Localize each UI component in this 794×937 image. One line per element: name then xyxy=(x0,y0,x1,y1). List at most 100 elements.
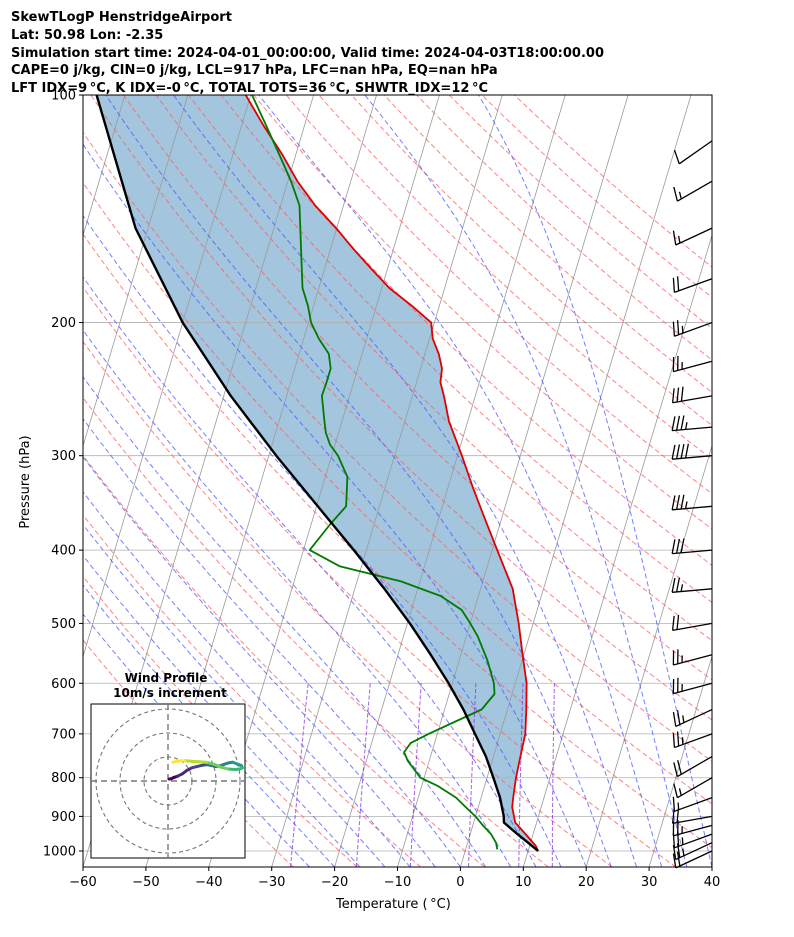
y-tick-label: 400 xyxy=(51,544,76,559)
dewpoint-profile-line xyxy=(251,95,498,850)
cape-shaded-area xyxy=(96,95,539,851)
moist-adiabat-line xyxy=(83,584,335,867)
title-station: SkewTLogP HenstridgeAirport xyxy=(11,10,232,25)
mixing-ratio-line xyxy=(290,683,309,867)
hodograph-subtitle: 10m/s increment xyxy=(113,686,227,700)
y-tick-label: 300 xyxy=(51,449,76,464)
wind-barb xyxy=(671,494,713,511)
y-axis-label: Pressure (hPa) xyxy=(18,435,33,528)
moist-adiabat-line xyxy=(83,491,411,867)
temperature-profile-line xyxy=(244,95,539,852)
wind-barb xyxy=(671,443,713,460)
isotherm-line xyxy=(334,95,566,867)
y-tick-label: 800 xyxy=(51,771,76,786)
wind-barb xyxy=(673,180,713,202)
x-tick-label: −20 xyxy=(321,875,348,890)
isotherm-line xyxy=(397,95,629,867)
isotherm-line xyxy=(585,444,712,867)
hodograph-title: Wind Profile xyxy=(125,671,208,685)
hodograph-trace-segment xyxy=(171,759,180,764)
wind-barb xyxy=(673,755,713,778)
wind-barb xyxy=(671,386,713,404)
isotherm-line xyxy=(83,95,252,658)
y-tick-label: 700 xyxy=(51,727,76,742)
wind-barb xyxy=(673,140,713,165)
isotherm-line xyxy=(83,95,126,237)
isotherm-line xyxy=(208,95,440,867)
moist-adiabat-line xyxy=(83,275,537,867)
dry-adiabat-line xyxy=(286,95,712,495)
dry-adiabat-line xyxy=(83,286,677,867)
moist-adiabat-line xyxy=(83,214,562,867)
x-tick-label: 30 xyxy=(641,875,658,890)
isotherm-line xyxy=(460,95,692,867)
moist-adiabat-line xyxy=(478,95,712,867)
dry-adiabat-line xyxy=(253,95,712,530)
wind-barb xyxy=(672,276,713,294)
moist-adiabat-line xyxy=(83,376,487,867)
x-tick-label: 10 xyxy=(515,875,532,890)
dry-adiabat-line xyxy=(514,95,712,268)
dry-adiabat-line xyxy=(448,95,712,330)
mixing-ratio-line xyxy=(468,683,477,867)
dry-adiabat-line xyxy=(416,95,712,361)
wind-barb xyxy=(671,577,713,593)
wind-barb xyxy=(671,615,713,631)
dry-adiabat-line xyxy=(83,454,485,867)
dry-adiabat-line xyxy=(83,340,613,867)
y-tick-label: 600 xyxy=(51,677,76,692)
x-tick-label: 20 xyxy=(578,875,595,890)
title-indices-cape: CAPE=0 j/kg, CIN=0 j/kg, LCL=917 hPa, LF… xyxy=(11,63,498,79)
x-axis-label: Temperature ( °C) xyxy=(335,897,451,912)
chart-title: SkewTLogP HenstridgeAirport Lat: 50.98 L… xyxy=(11,9,604,98)
isotherm-line xyxy=(648,655,712,867)
dry-adiabat-line xyxy=(155,95,712,642)
x-tick-label: −30 xyxy=(258,875,285,890)
y-tick-label: 1000 xyxy=(43,844,76,859)
moist-adiabat-line xyxy=(83,329,512,867)
moist-adiabat-line xyxy=(83,456,436,867)
y-tick-label: 500 xyxy=(51,617,76,632)
x-tick-label: 0 xyxy=(456,875,464,890)
wind-barb xyxy=(672,731,713,749)
dry-adiabat-line xyxy=(123,95,712,681)
dry-adiabat-line xyxy=(83,396,549,867)
mixing-ratio-line xyxy=(518,683,524,867)
x-tick-label: −50 xyxy=(132,875,159,890)
title-times: Simulation start time: 2024-04-01_00:00:… xyxy=(11,45,604,61)
wind-barb xyxy=(671,538,713,555)
x-tick-label: −40 xyxy=(195,875,222,890)
isotherm-line xyxy=(711,865,712,867)
mixing-ratio-line xyxy=(355,683,371,867)
x-tick-label: −10 xyxy=(384,875,411,890)
wind-barb xyxy=(673,777,713,799)
moist-adiabat-line xyxy=(105,95,612,867)
x-tick-label: 40 xyxy=(704,875,721,890)
parcel-profile-line xyxy=(95,95,539,852)
axes: −60 −50 −40 −30 −20 −10 0 10 20 30 40 1000 900 800 700… xyxy=(43,89,720,891)
title-location: Lat: 50.98 Lon: -2.35 xyxy=(11,27,164,43)
y-tick-label: 100 xyxy=(51,89,76,104)
moist-adiabat-line xyxy=(83,613,310,867)
dry-adiabat-line xyxy=(220,95,712,566)
wind-barb xyxy=(672,677,713,695)
dry-adiabat-line xyxy=(83,233,712,849)
moist-adiabat-line xyxy=(173,95,637,867)
mixing-ratio-line xyxy=(409,683,422,867)
dry-adiabat-line xyxy=(481,95,712,299)
wind-barb xyxy=(672,649,713,666)
moist-adiabat-line xyxy=(83,418,461,867)
isotherm-line xyxy=(271,95,503,867)
title-indices-stability: LFT IDX=9 °C, K IDX=-0 °C, TOTAL TOTS=36… xyxy=(11,81,489,97)
y-tick-label: 900 xyxy=(51,810,76,825)
x-tick-label: −60 xyxy=(69,875,96,890)
dry-adiabat-line xyxy=(318,95,712,460)
wind-barb xyxy=(672,796,713,812)
hodograph-inset: Wind Profile 10m/s increment xyxy=(90,671,246,859)
mixing-ratio-line xyxy=(551,683,555,867)
dry-adiabat-line xyxy=(83,181,712,805)
moist-adiabat-line xyxy=(364,95,688,867)
y-tick-label: 200 xyxy=(51,316,76,331)
wind-barbs xyxy=(671,140,713,869)
